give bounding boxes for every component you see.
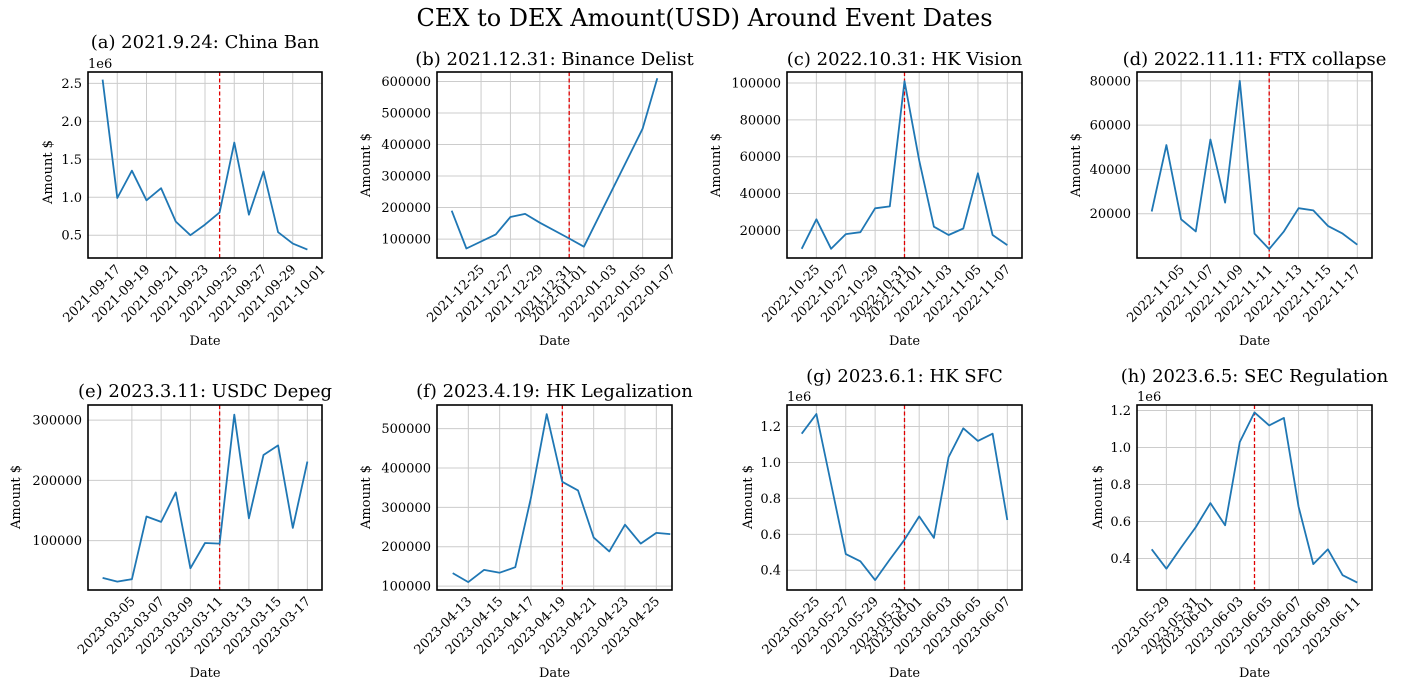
subplot-b: 1000002000003000004000005000006000002021…: [359, 49, 695, 349]
y-axis-label: Amount $: [741, 465, 756, 530]
y-tick-label: 2.5: [61, 77, 82, 92]
subplot-c: 200004000060000800001000002022-10-252022…: [709, 49, 1023, 349]
y-tick-label: 0.4: [1110, 552, 1131, 567]
subplot-e: 1000002000003000002023-03-052023-03-0720…: [9, 381, 332, 681]
y-tick-label: 1.2: [760, 420, 781, 435]
y-tick-label: 1.0: [61, 191, 82, 206]
series-line: [452, 413, 671, 583]
y-tick-label: 0.6: [760, 528, 781, 543]
y-tick-label: 300000: [32, 414, 82, 429]
subplot-title: (d) 2022.11.11: FTX collapse: [1123, 49, 1387, 70]
y-tick-label: 20000: [740, 224, 781, 239]
subplot-title: (h) 2023.6.5: SEC Regulation: [1121, 366, 1389, 387]
y-tick-label: 2.0: [61, 115, 82, 130]
y-tick-label: 60000: [1090, 119, 1131, 134]
x-axis-label: Date: [189, 666, 220, 681]
y-tick-label: 500000: [381, 106, 431, 121]
figure-title: CEX to DEX Amount(USD) Around Event Date…: [416, 4, 993, 32]
x-axis-label: Date: [1239, 334, 1270, 349]
axis-offset-text: 1e6: [787, 390, 811, 405]
subplot-f: 1000002000003000004000005000002023-04-13…: [359, 381, 693, 681]
y-tick-label: 400000: [381, 461, 431, 476]
axes-frame: [786, 71, 1023, 259]
y-axis-label: Amount $: [709, 133, 724, 198]
y-tick-label: 200000: [381, 540, 431, 555]
axes-frame: [436, 71, 673, 259]
y-tick-label: 0.8: [760, 492, 781, 507]
series-line: [102, 413, 309, 583]
y-tick-label: 100000: [381, 233, 431, 248]
y-tick-label: 0.5: [61, 229, 82, 244]
subplot-a: 0.51.01.52.02.52021-09-172021-09-192021-…: [41, 32, 329, 349]
y-tick-label: 0.6: [1110, 515, 1131, 530]
axes-frame: [1136, 71, 1373, 259]
y-tick-label: 0.4: [760, 564, 781, 579]
x-axis-label: Date: [1239, 666, 1270, 681]
subplot-title: (a) 2021.9.24: China Ban: [91, 32, 320, 53]
y-tick-label: 1.0: [760, 456, 781, 471]
y-axis-label: Amount $: [1091, 465, 1106, 530]
y-axis-label: Amount $: [359, 133, 374, 198]
series-line: [101, 79, 308, 251]
y-tick-label: 200000: [32, 474, 82, 489]
series-line: [1150, 411, 1358, 584]
subplot-title: (f) 2023.4.19: HK Legalization: [416, 381, 693, 402]
axes-frame: [87, 71, 323, 259]
subplot-d: 200004000060000800002022-11-052022-11-07…: [1069, 49, 1386, 349]
subplot-title: (b) 2021.12.31: Binance Delist: [415, 49, 694, 70]
series-line: [450, 78, 659, 250]
y-axis-label: Amount $: [41, 140, 56, 205]
y-tick-label: 60000: [740, 150, 781, 165]
y-axis-label: Amount $: [9, 465, 24, 530]
y-tick-label: 300000: [381, 170, 431, 185]
y-tick-label: 1.5: [61, 153, 82, 168]
x-axis-label: Date: [539, 334, 570, 349]
y-tick-label: 0.8: [1110, 478, 1131, 493]
y-axis-label: Amount $: [359, 465, 374, 530]
subplot-h: 0.40.60.81.01.22023-05-292023-05-312023-…: [1091, 366, 1389, 681]
y-tick-label: 200000: [381, 201, 431, 216]
axes-frame: [1136, 404, 1373, 591]
x-axis-label: Date: [539, 666, 570, 681]
axes-frame: [87, 404, 323, 591]
y-tick-label: 40000: [740, 187, 781, 202]
axis-offset-text: 1e6: [1137, 390, 1161, 405]
y-tick-label: 400000: [381, 138, 431, 153]
subplot-title: (e) 2023.3.11: USDC Depeg: [78, 381, 332, 402]
subplot-g: 0.40.60.81.01.22023-05-252023-05-272023-…: [741, 366, 1023, 681]
series-line: [1150, 80, 1358, 251]
series-line: [800, 80, 1008, 250]
y-tick-label: 1.2: [1110, 404, 1131, 419]
axis-offset-text: 1e6: [88, 57, 112, 72]
y-tick-label: 600000: [381, 75, 431, 90]
y-tick-label: 100000: [731, 77, 781, 92]
series-line: [800, 413, 1009, 581]
subplot-title: (g) 2023.6.1: HK SFC: [806, 366, 1003, 387]
subplot-title: (c) 2022.10.31: HK Vision: [787, 49, 1023, 70]
axes-frame: [436, 404, 673, 591]
y-tick-label: 100000: [381, 580, 431, 595]
y-tick-label: 1.0: [1110, 441, 1131, 456]
y-tick-label: 40000: [1090, 163, 1131, 178]
x-axis-label: Date: [889, 666, 920, 681]
y-tick-label: 20000: [1090, 207, 1131, 222]
y-tick-label: 300000: [381, 501, 431, 516]
axes-frame: [786, 404, 1023, 591]
y-tick-label: 80000: [1090, 74, 1131, 89]
y-tick-label: 80000: [740, 113, 781, 128]
y-axis-label: Amount $: [1069, 133, 1084, 198]
y-tick-label: 100000: [32, 534, 82, 549]
y-tick-label: 500000: [381, 422, 431, 437]
x-axis-label: Date: [189, 334, 220, 349]
x-axis-label: Date: [889, 334, 920, 349]
